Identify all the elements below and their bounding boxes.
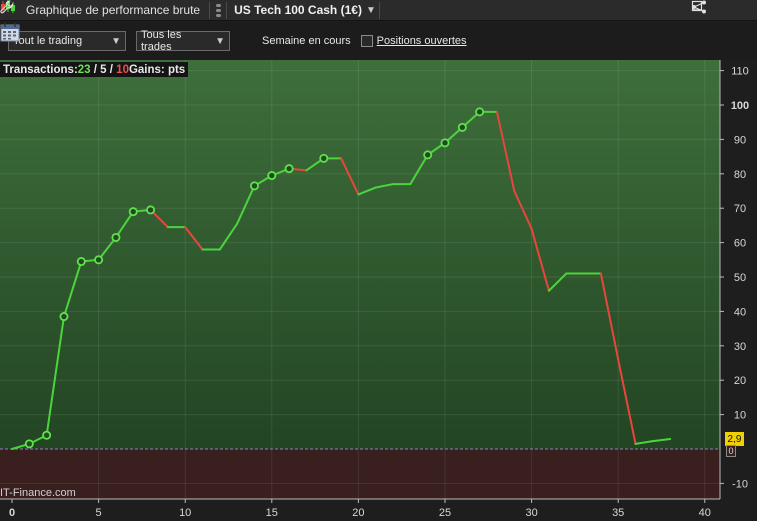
y-tick-label: 90 <box>734 134 746 146</box>
minimize-icon[interactable] <box>692 0 735 21</box>
x-tick-label: 0 <box>9 507 15 519</box>
last-value-badge: 2,9 <box>725 432 744 446</box>
trade-marker <box>76 257 86 267</box>
y-tick-label: 110 <box>731 66 749 78</box>
performance-chart: 0 5 10 15 20 25 30 35 40 -10 10 20 30 40 50 60 70 80 90 10… <box>0 60 757 521</box>
week-label[interactable]: Semaine en cours <box>262 35 351 47</box>
transactions-label: Transactions: <box>3 63 78 76</box>
divider <box>226 1 228 19</box>
plot-background <box>0 60 720 499</box>
positions-label[interactable]: Positions ouvertes <box>376 35 467 47</box>
y-tick-label: 50 <box>734 272 746 284</box>
x-tick-label: 20 <box>352 507 364 519</box>
curve-segment <box>617 358 637 445</box>
curve-segment <box>530 227 550 292</box>
y-tick-label: -10 <box>732 478 748 490</box>
trade-marker <box>475 107 485 117</box>
curve-segment <box>651 438 672 443</box>
curve-segment <box>409 153 429 186</box>
curve-segment <box>236 184 256 225</box>
y-tick-label: 40 <box>734 306 746 318</box>
gains-label: Gains: pts <box>128 63 186 76</box>
chevron-down-icon: ▼ <box>365 4 376 16</box>
toolbar: Tout le trading ▼ Tous les trades ▼ Sema… <box>0 22 757 60</box>
curve-segment <box>218 222 239 251</box>
y-axis: -10 10 20 30 40 50 60 70 80 90 100 110 <box>719 60 749 499</box>
curve-segment <box>599 272 620 361</box>
trade-marker <box>423 150 433 160</box>
trade-marker <box>24 439 34 449</box>
trade-marker <box>59 312 69 322</box>
wins-count: 23 <box>77 63 91 76</box>
curve-segment <box>547 272 568 292</box>
trade-marker <box>249 181 259 191</box>
y-tick-label: 30 <box>734 341 746 353</box>
positions-checkbox[interactable] <box>360 35 373 47</box>
maximize-icon[interactable] <box>691 0 757 21</box>
y-tick-label: 80 <box>734 169 746 181</box>
divider <box>209 1 211 19</box>
title-bar: Graphique de performance brute US Tech 1… <box>0 0 757 21</box>
trade-marker <box>42 430 52 440</box>
trade-marker <box>457 122 467 132</box>
negative-zone <box>0 449 720 499</box>
chevron-down-icon: ▼ <box>111 35 121 47</box>
chevron-down-icon: ▼ <box>215 35 225 47</box>
x-tick-label: 40 <box>699 507 711 519</box>
trades-select[interactable]: Tous les trades ▼ <box>136 29 230 53</box>
instrument-name: US Tech 100 Cash (1€) <box>234 3 362 17</box>
x-tick-label: 15 <box>266 507 278 519</box>
x-tick-label: 5 <box>96 507 102 519</box>
curve-segment <box>97 236 117 261</box>
trade-marker <box>440 138 450 148</box>
curve-segment <box>513 190 533 230</box>
curve-segment <box>495 110 516 192</box>
trade-markers <box>24 107 485 449</box>
gridlines <box>0 60 720 499</box>
y-tick-label: 20 <box>734 375 746 387</box>
trading-select[interactable]: Tout le trading ▼ <box>8 31 126 51</box>
trade-marker <box>319 153 329 163</box>
curve-segment <box>340 157 360 196</box>
transactions-summary: Transactions: 23 / 5 / 10 Gains: pts <box>0 62 189 77</box>
trade-marker <box>267 171 277 181</box>
curve-segment <box>184 226 204 251</box>
neutral-count: 5 <box>100 63 107 76</box>
x-tick-label: 30 <box>525 507 537 519</box>
y-tick-label: 60 <box>734 238 746 250</box>
instrument-selector[interactable]: US Tech 100 Cash (1€) ▼ <box>230 3 376 17</box>
chart-svg: 0 5 10 15 20 25 30 35 40 -1010203040506070809010… <box>0 60 749 519</box>
curve-segment <box>114 210 135 239</box>
wrench-icon[interactable] <box>0 0 405 19</box>
trade-marker <box>284 164 294 174</box>
brand-watermark: IT-Finance.com <box>0 487 76 499</box>
y-tick-label: 100 <box>731 100 749 112</box>
trade-marker <box>128 207 138 217</box>
x-tick-label: 10 <box>179 507 191 519</box>
curve-segment <box>62 260 83 318</box>
curve-segment <box>45 315 65 437</box>
separator: / <box>90 63 101 76</box>
zero-marker: 0 <box>726 445 736 457</box>
trades-select-value: Tous les trades <box>141 29 182 53</box>
curve-segment <box>634 440 654 445</box>
curve-segment <box>357 186 377 196</box>
window-title: Graphique de performance brute <box>26 3 201 17</box>
separator: / <box>106 63 117 76</box>
y-tick-label: 70 <box>734 203 746 215</box>
losses-count: 10 <box>116 63 129 76</box>
trade-marker <box>146 205 156 215</box>
x-tick-label: 35 <box>612 507 624 519</box>
calendar-icon[interactable] <box>0 23 257 51</box>
trade-marker <box>111 232 121 242</box>
x-tick-label: 25 <box>439 507 451 519</box>
trading-select-value: Tout le trading <box>13 35 83 47</box>
divider <box>378 1 380 19</box>
x-axis: 0 5 10 15 20 25 30 35 40 <box>0 498 720 519</box>
grip-icon[interactable] <box>213 2 223 19</box>
trade-marker <box>94 255 104 265</box>
y-tick-label: 10 <box>734 410 746 422</box>
curve-segment <box>374 183 395 189</box>
